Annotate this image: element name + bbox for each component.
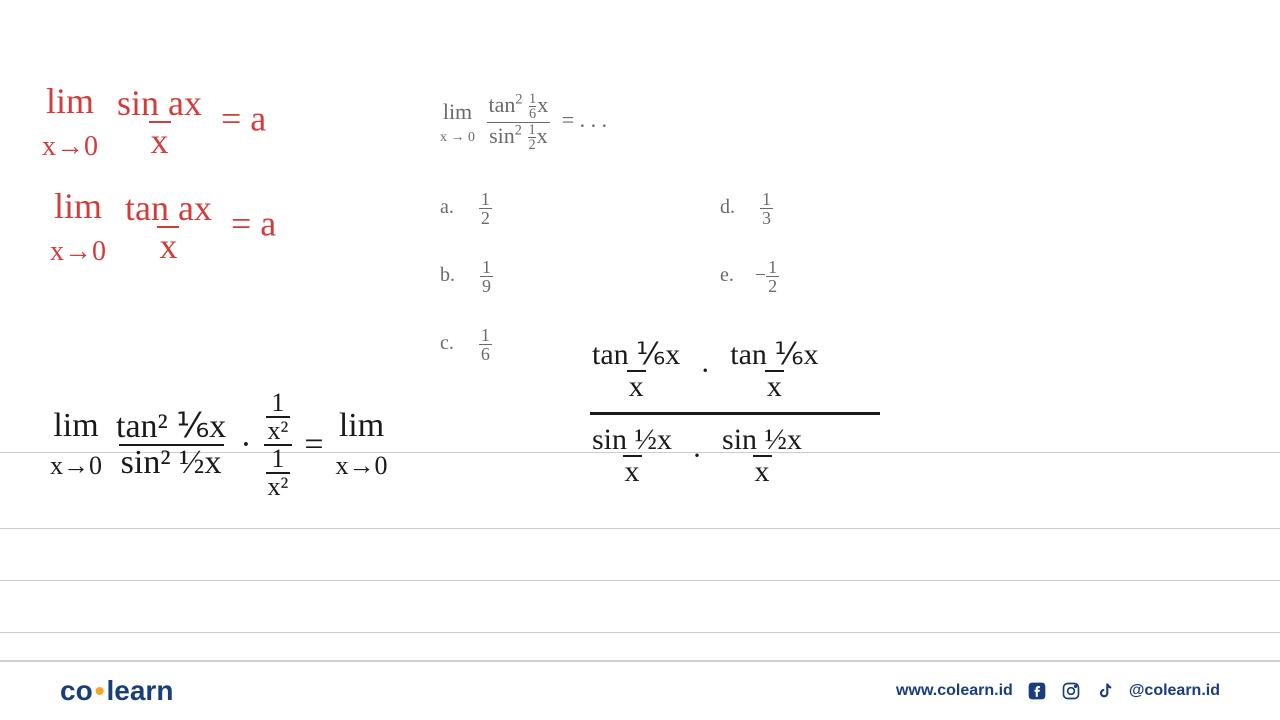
option-c: c. 16 (440, 326, 492, 363)
red-formula-1: lim x→0 sin ax x = a (42, 80, 266, 164)
problem-den: sin2 12x (487, 122, 550, 153)
ruled-line (0, 528, 1280, 529)
footer-url: www.colearn.id (896, 682, 1013, 700)
lim-sub: x → 0 (440, 130, 475, 145)
frac-num: tan ax (123, 190, 214, 226)
problem-statement: lim x → 0 tan2 16x sin2 12x = . . . (440, 92, 607, 152)
frac-num: sin ax (115, 85, 204, 121)
lim-text: lim (54, 186, 102, 226)
option-e: e. −12 (720, 258, 779, 295)
working-rhs: tan ⅙x x · tan ⅙x x sin ½x x · sin ½x x (590, 340, 880, 487)
working-lhs: lim x→0 tan² ⅙x sin² ½x · 1 x² 1 x² = li… (50, 390, 388, 500)
facebook-icon (1027, 681, 1047, 701)
problem-equals: = . . . (562, 107, 607, 132)
frac-den: x (149, 121, 171, 159)
option-d: d. 13 (720, 190, 773, 227)
ruled-line (0, 632, 1280, 633)
problem-num: tan2 16x (487, 92, 551, 122)
lim-sub: x→0 (50, 236, 106, 267)
footer-bar: co•learn www.colearn.id @colearn.id (0, 660, 1280, 720)
frac-den: x (157, 226, 179, 264)
footer-handle: @colearn.id (1129, 682, 1220, 700)
rhs: = a (231, 203, 276, 243)
logo-dot-icon: • (95, 675, 105, 706)
brand-logo: co•learn (60, 675, 173, 707)
option-a: a. 12 (440, 190, 492, 227)
lim-sub: x→0 (42, 131, 98, 162)
lim-text: lim (443, 99, 472, 124)
option-b: b. 19 (440, 258, 493, 295)
rhs: = a (221, 98, 266, 138)
ruled-line (0, 580, 1280, 581)
footer-right: www.colearn.id @colearn.id (896, 681, 1220, 701)
red-formula-2: lim x→0 tan ax x = a (50, 185, 276, 269)
tiktok-icon (1095, 681, 1115, 701)
lim-text: lim (46, 81, 94, 121)
instagram-icon (1061, 681, 1081, 701)
